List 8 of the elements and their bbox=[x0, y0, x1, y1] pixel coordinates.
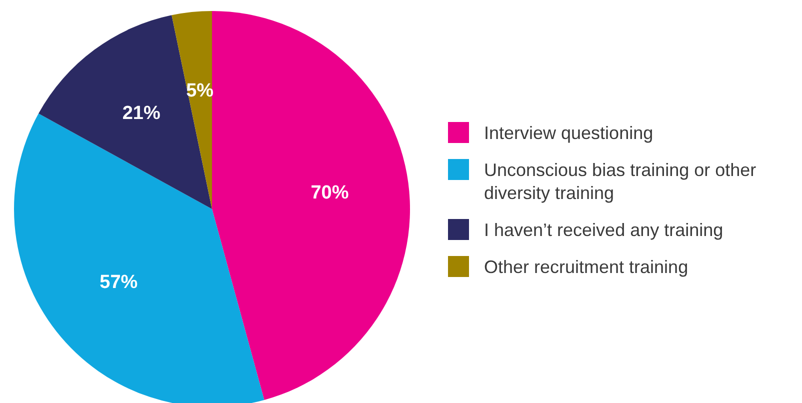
data-label: 21% bbox=[122, 102, 160, 124]
data-label: 5% bbox=[186, 80, 214, 102]
legend-label: Unconscious bias training or other diversity training bbox=[484, 159, 758, 205]
legend-label: Other recruitment training bbox=[484, 256, 688, 279]
data-label: 57% bbox=[100, 272, 138, 294]
data-label: 70% bbox=[310, 182, 349, 204]
legend-label: Interview questioning bbox=[484, 122, 654, 145]
legend-label: I haven’t received any training bbox=[484, 219, 724, 242]
